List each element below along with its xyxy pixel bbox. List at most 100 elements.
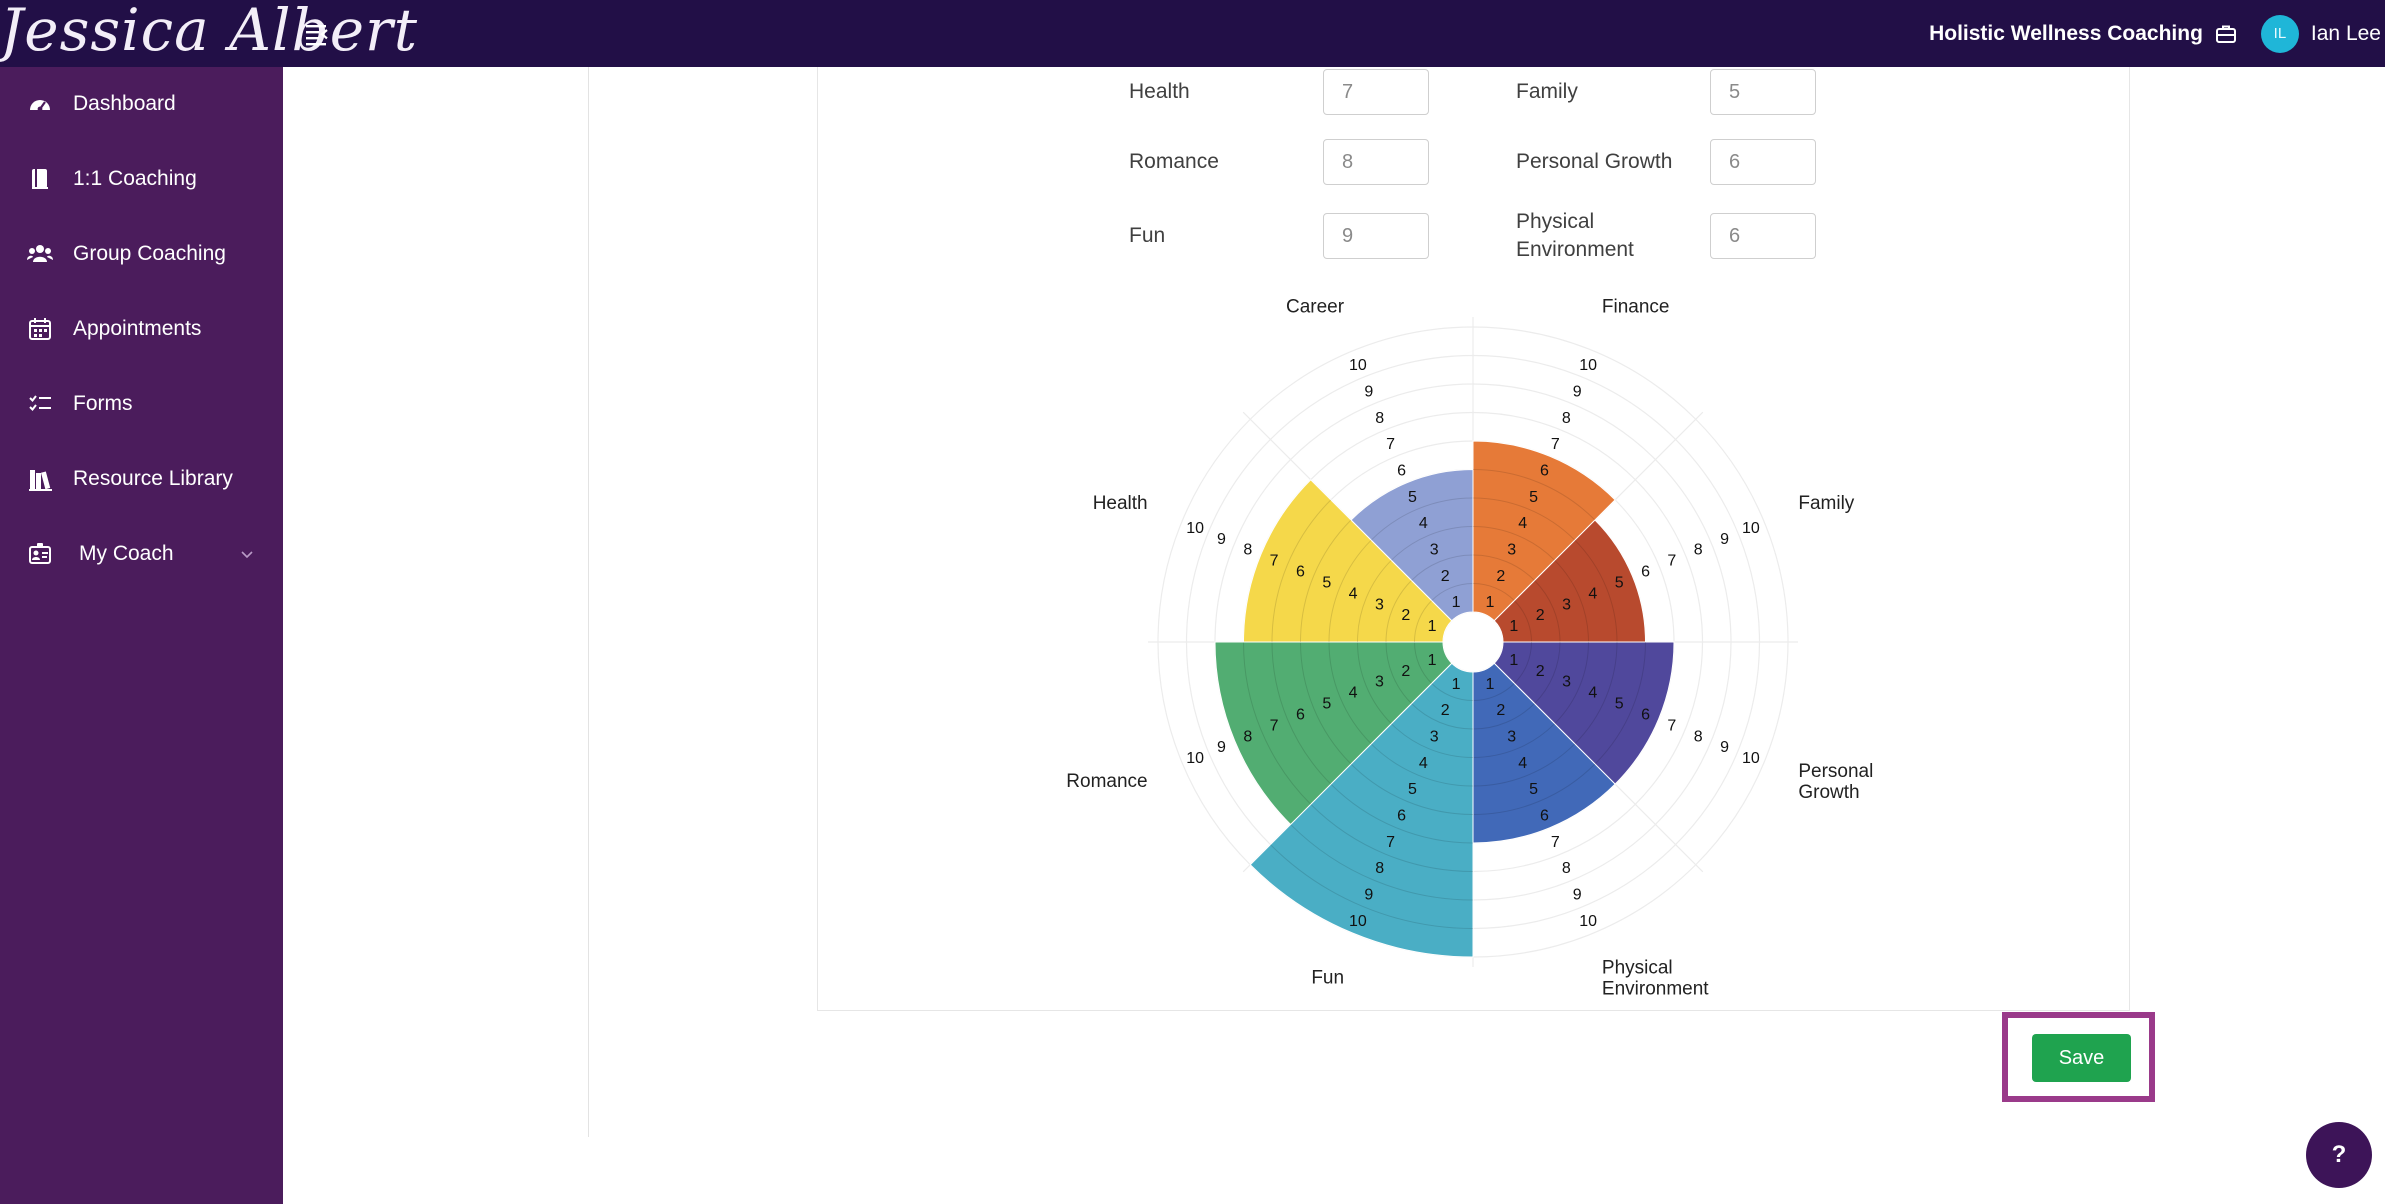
- sector-ring: [1534, 641, 1561, 704]
- tick-label: 3: [1507, 729, 1516, 746]
- tick-label: 3: [1562, 596, 1571, 613]
- save-button[interactable]: Save: [2032, 1034, 2131, 1082]
- tick-label: 8: [1375, 860, 1384, 877]
- tick-label: 8: [1243, 542, 1252, 559]
- tick-label: 2: [1496, 702, 1505, 719]
- tick-label: 6: [1540, 462, 1549, 479]
- sidebar-item-label: 1:1 Coaching: [73, 167, 197, 190]
- chevron-down-icon[interactable]: [240, 547, 254, 561]
- sidebar-item-label: Appointments: [73, 317, 202, 340]
- label-family: Family: [1516, 80, 1578, 103]
- tick-label: 4: [1349, 585, 1358, 602]
- sidebar-item-dashboard[interactable]: Dashboard: [0, 74, 283, 134]
- label-fun: Fun: [1129, 224, 1166, 247]
- sector-ring: [1270, 844, 1474, 929]
- tick-label: 10: [1742, 750, 1760, 767]
- top-bar: Jessica Albert Holistic Wellness Coachin…: [0, 0, 2385, 67]
- sidebar-item-coaching[interactable]: 1:1 Coaching: [0, 149, 283, 209]
- tick-label: 3: [1430, 541, 1439, 558]
- book-icon: [27, 166, 53, 192]
- sector-ring: [1330, 783, 1474, 844]
- tick-label: 9: [1364, 887, 1373, 904]
- sector-ring: [1385, 580, 1412, 643]
- sector-ring: [1357, 641, 1392, 725]
- sidebar-item-group-coaching[interactable]: Group Coaching: [0, 224, 283, 284]
- tick-label: 9: [1573, 383, 1582, 400]
- sidebar-item-appointments[interactable]: Appointments: [0, 299, 283, 359]
- tick-label: 5: [1408, 489, 1417, 506]
- tick-label: 6: [1641, 564, 1650, 581]
- tick-label: 3: [1375, 596, 1384, 613]
- sector-ring: [1300, 641, 1352, 765]
- sector-ring: [1370, 497, 1474, 541]
- personal-growth-score-input[interactable]: [1710, 139, 1816, 185]
- sector-ring: [1574, 641, 1618, 745]
- chart-sector-personal-growth: [1493, 641, 1675, 785]
- tick-label: 5: [1529, 489, 1538, 506]
- sidebar-item-label: My Coach: [79, 542, 174, 565]
- sector-ring: [1328, 641, 1372, 745]
- help-button[interactable]: ?: [2306, 1122, 2372, 1188]
- tick-label: 10: [1579, 913, 1597, 930]
- chart-sector-physical-environment: [1472, 662, 1616, 844]
- tick-label: 2: [1536, 663, 1545, 680]
- tick-label: 8: [1243, 728, 1252, 745]
- briefcase-icon[interactable]: [2215, 23, 2237, 45]
- tick-label: 8: [1694, 728, 1703, 745]
- sector-ring: [1554, 559, 1589, 643]
- category-label: Fun: [1311, 967, 1344, 988]
- tick-label: 9: [1720, 739, 1729, 756]
- sector-ring: [1431, 583, 1474, 601]
- fun-score-input[interactable]: [1323, 213, 1429, 259]
- sector-ring: [1411, 703, 1474, 730]
- sector-ring: [1514, 641, 1532, 684]
- tick-label: 1: [1485, 594, 1494, 611]
- sector-ring: [1514, 600, 1532, 643]
- tick-label: 3: [1430, 729, 1439, 746]
- chart-sector-fun: [1249, 662, 1474, 958]
- sector-ring: [1385, 641, 1412, 704]
- romance-score-input[interactable]: [1323, 139, 1429, 185]
- tick-label: 4: [1419, 755, 1428, 772]
- tick-label: 3: [1507, 541, 1516, 558]
- tick-label: 7: [1667, 553, 1676, 570]
- sidebar-item-label: Forms: [73, 392, 133, 415]
- sidebar-item-my-coach[interactable]: My Coach: [0, 524, 283, 584]
- sector-ring: [1534, 580, 1561, 643]
- tick-label: 6: [1397, 462, 1406, 479]
- tick-label: 5: [1615, 574, 1624, 591]
- tick-label: 1: [1452, 594, 1461, 611]
- tick-label: 8: [1562, 410, 1571, 427]
- physical-environment-score-input[interactable]: [1710, 213, 1816, 259]
- tick-label: 5: [1322, 574, 1331, 591]
- sector-ring: [1472, 763, 1596, 815]
- sector-ring: [1271, 499, 1332, 643]
- users-icon: [27, 241, 53, 267]
- category-label: Personal Growth: [1798, 761, 1873, 803]
- tick-label: 8: [1562, 860, 1571, 877]
- sector-ring: [1414, 641, 1432, 684]
- sidebar-item-resource-library[interactable]: Resource Library: [0, 449, 283, 509]
- category-label: Health: [1093, 493, 1148, 514]
- sector-ring: [1271, 641, 1332, 785]
- health-score-input[interactable]: [1323, 69, 1429, 115]
- user-name[interactable]: Ian Lee: [2310, 21, 2381, 45]
- sector-ring: [1472, 703, 1535, 730]
- brand-logo[interactable]: Jessica Albert: [0, 0, 419, 64]
- sidebar-item-label: Resource Library: [73, 467, 233, 490]
- tick-label: 1: [1485, 676, 1494, 693]
- sector-ring: [1472, 469, 1596, 521]
- sector-ring: [1554, 641, 1589, 725]
- list-check-icon: [27, 391, 53, 417]
- tick-label: 6: [1641, 706, 1650, 723]
- category-label: Physical Environment: [1602, 957, 1709, 999]
- sector-ring: [1472, 583, 1515, 601]
- sector-ring: [1574, 539, 1618, 643]
- sidebar-item-forms[interactable]: Forms: [0, 374, 283, 434]
- calendar-icon: [27, 316, 53, 342]
- sidebar-item-label: Group Coaching: [73, 242, 226, 265]
- menu-toggle-icon[interactable]: [302, 20, 332, 48]
- avatar[interactable]: IL: [2260, 14, 2299, 53]
- tick-label: 7: [1551, 834, 1560, 851]
- family-score-input[interactable]: [1710, 69, 1816, 115]
